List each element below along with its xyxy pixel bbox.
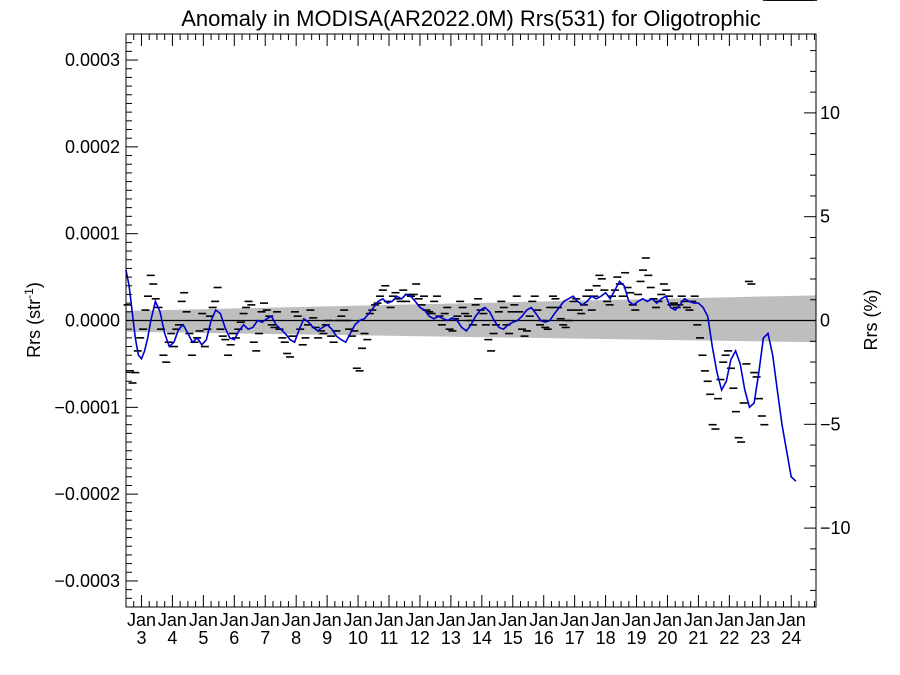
x-tick-year-label: 8: [291, 628, 301, 648]
x-tick-month-label: Jan: [313, 610, 342, 630]
x-tick-month-label: Jan: [777, 610, 806, 630]
right-tick-label: 0: [820, 311, 830, 331]
x-tick-month-label: Jan: [189, 610, 218, 630]
x-tick-month-label: Jan: [560, 610, 589, 630]
x-tick-year-label: 14: [472, 628, 492, 648]
left-tick-label: −0.0002: [54, 484, 120, 504]
left-tick-label: 0.0000: [65, 311, 120, 331]
x-tick-year-label: 13: [441, 628, 461, 648]
right-tick-label: 5: [820, 207, 830, 227]
x-tick-month-label: Jan: [282, 610, 311, 630]
left-tick-label: 0.0003: [65, 50, 120, 70]
chart-title: Anomaly in MODISA(AR2022.0M) Rrs(531) fo…: [181, 6, 761, 31]
right-y-axis: 10 5 0 −5 −10: [804, 50, 851, 591]
x-tick-month-label: Jan: [498, 610, 527, 630]
x-tick-year-label: 23: [750, 628, 770, 648]
x-tick-month-label: Jan: [251, 610, 280, 630]
x-tick-year-label: 22: [719, 628, 739, 648]
x-tick-month-label: Jan: [684, 610, 713, 630]
x-tick-year-label: 19: [627, 628, 647, 648]
x-tick-month-label: Jan: [591, 610, 620, 630]
x-tick-year-label: 9: [322, 628, 332, 648]
x-axis: Jan3Jan4Jan5Jan6Jan7Jan8Jan9Jan10Jan11Ja…: [125, 34, 815, 648]
left-tick-label: −0.0001: [54, 397, 120, 417]
x-tick-year-label: 7: [260, 628, 270, 648]
x-tick-month-label: Jan: [653, 610, 682, 630]
left-tick-label: 0.0002: [65, 137, 120, 157]
x-tick-month-label: Jan: [220, 610, 249, 630]
x-tick-year-label: 21: [688, 628, 708, 648]
x-tick-month-label: Jan: [467, 610, 496, 630]
left-axis-title: Rrs (str-1): [22, 282, 44, 358]
x-tick-month-label: Jan: [436, 610, 465, 630]
x-tick-year-label: 3: [136, 628, 146, 648]
x-tick-year-label: 6: [229, 628, 239, 648]
x-tick-year-label: 18: [596, 628, 616, 648]
x-tick-month-label: Jan: [374, 610, 403, 630]
x-tick-year-label: 15: [503, 628, 523, 648]
left-tick-label: 0.0001: [65, 224, 120, 244]
x-tick-year-label: 20: [657, 628, 677, 648]
x-tick-month-label: Jan: [715, 610, 744, 630]
plot-area: [123, 0, 818, 608]
x-tick-month-label: Jan: [529, 610, 558, 630]
x-tick-month-label: Jan: [344, 610, 373, 630]
right-axis-title: Rrs (%): [861, 290, 881, 351]
x-tick-year-label: 5: [198, 628, 208, 648]
x-tick-year-label: 12: [410, 628, 430, 648]
smoothed-anomaly-line: [125, 269, 797, 482]
confidence-band: [126, 295, 816, 343]
x-tick-month-label: Jan: [746, 610, 775, 630]
x-tick-year-label: 10: [348, 628, 368, 648]
x-tick-year-label: 17: [565, 628, 585, 648]
x-tick-month-label: Jan: [622, 610, 651, 630]
x-tick-month-label: Jan: [127, 610, 156, 630]
x-tick-year-label: 16: [534, 628, 554, 648]
left-tick-label: −0.0003: [54, 571, 120, 591]
x-tick-year-label: 24: [781, 628, 801, 648]
left-y-axis: 0.0003 0.0002 0.0001 0.0000 −0.0001 −0.0002 −0…: [54, 42, 138, 608]
right-tick-label: −5: [820, 414, 841, 434]
x-tick-year-label: 11: [380, 628, 399, 648]
x-tick-month-label: Jan: [405, 610, 434, 630]
right-tick-label: 10: [820, 103, 840, 123]
x-tick-month-label: Jan: [158, 610, 187, 630]
x-tick-year-label: 4: [167, 628, 177, 648]
right-tick-label: −10: [820, 518, 851, 538]
monthly-points: [123, 0, 818, 443]
